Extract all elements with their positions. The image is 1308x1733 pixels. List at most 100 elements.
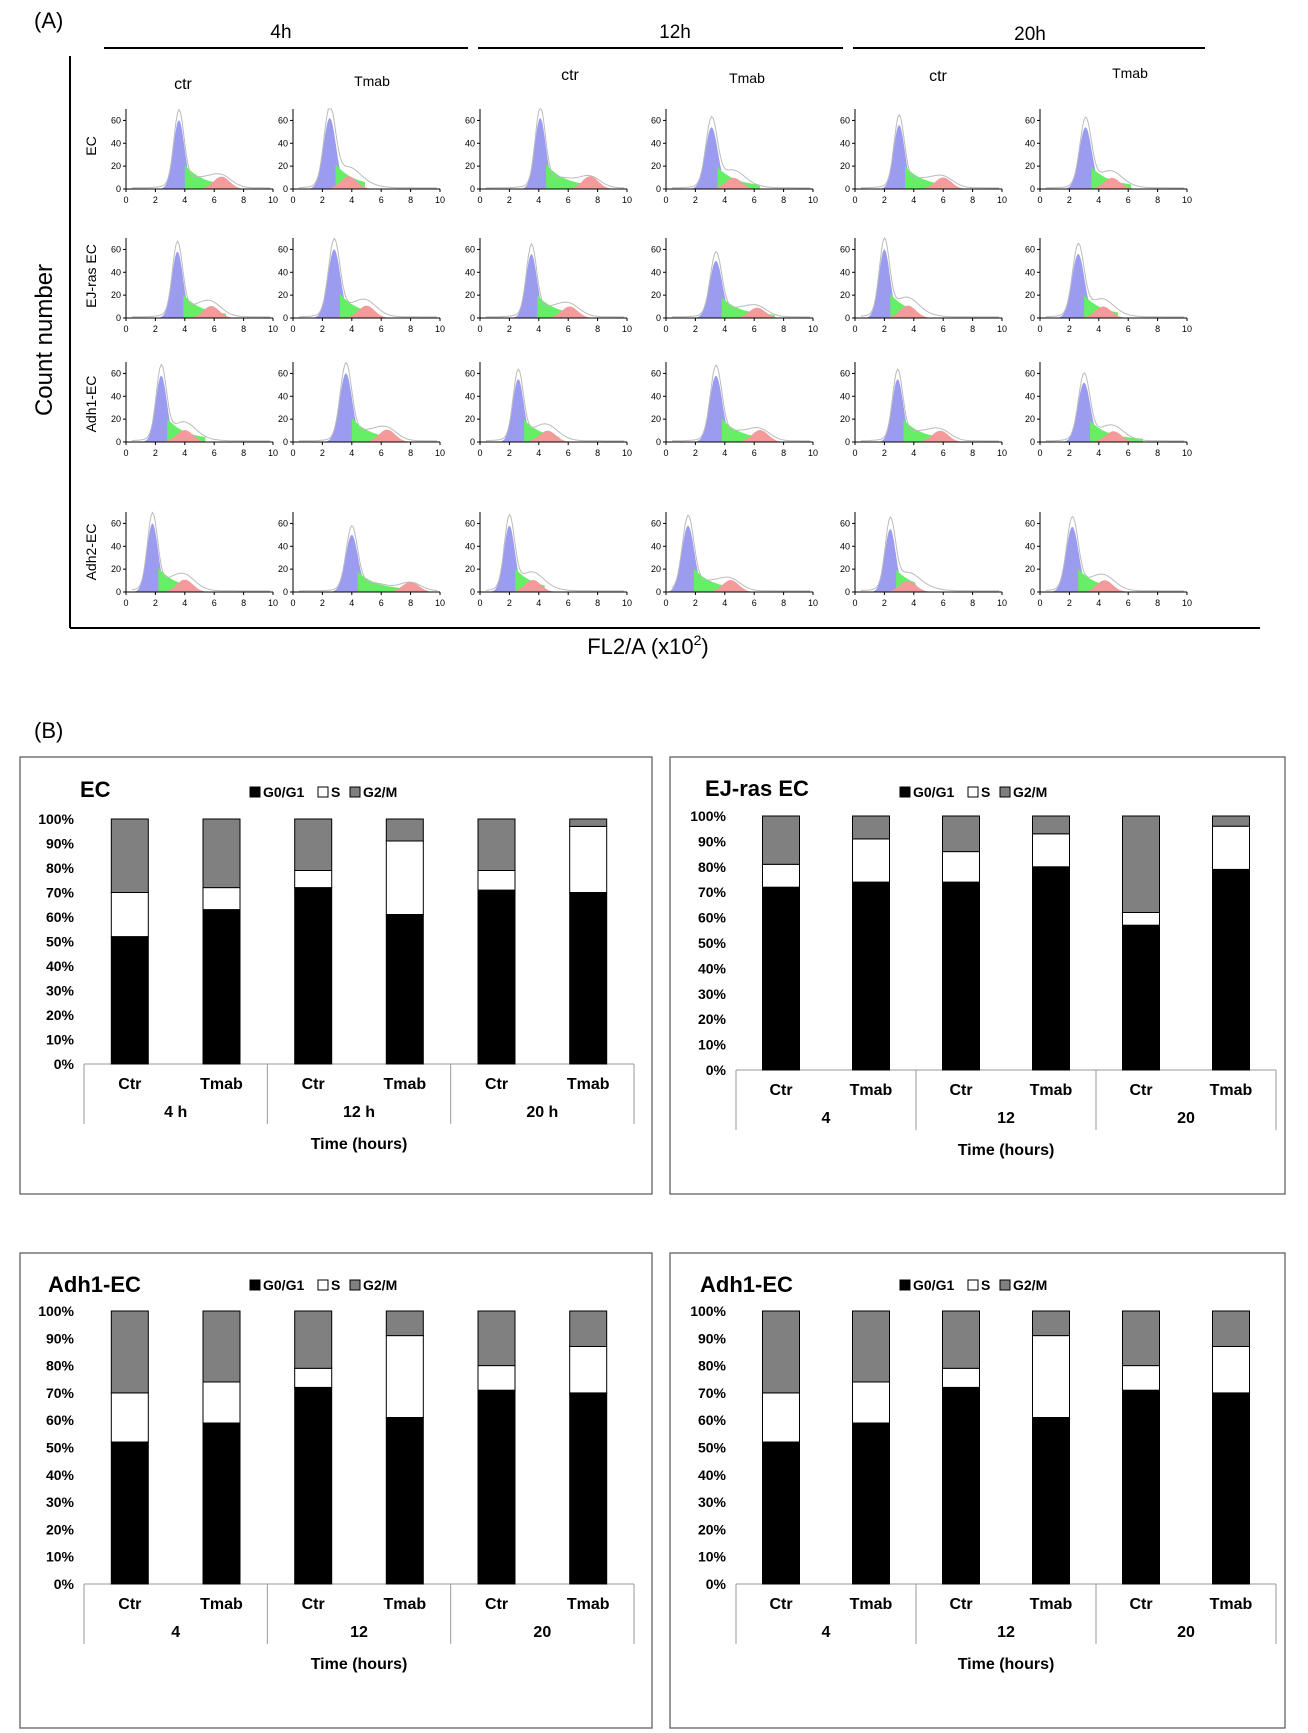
legend-swatch-1 bbox=[967, 1279, 979, 1291]
x-tick-label: 0 bbox=[663, 195, 668, 205]
y-tick-label: 40 bbox=[111, 138, 121, 148]
y-tick-label: 0 bbox=[283, 587, 288, 597]
y-tick-label: 60 bbox=[111, 115, 121, 125]
x-tick-label: 8 bbox=[408, 598, 413, 608]
raw-trace bbox=[131, 240, 271, 318]
bar-stack-5 bbox=[1122, 815, 1160, 1071]
x-tick-label: 2 bbox=[882, 324, 887, 334]
g1-peak bbox=[510, 254, 545, 318]
bar-segment-s bbox=[294, 1367, 333, 1388]
condition-label-12h-ctr: ctr bbox=[561, 67, 579, 84]
bar-stack-6 bbox=[569, 818, 608, 1065]
x-tick-label: 6 bbox=[566, 195, 571, 205]
y-tick-label: 80% bbox=[46, 1358, 75, 1374]
histogram-r4-c5: 0 2 4 6 8 10 0 20 40 60 bbox=[840, 512, 1007, 608]
histogram-r3-c1: 0 2 4 6 8 10 0 20 40 60 bbox=[111, 362, 278, 458]
x-tick-label: 4 bbox=[349, 598, 354, 608]
bar-segment-g0g1 bbox=[110, 1441, 149, 1585]
bar-segment-g2m bbox=[385, 818, 424, 842]
y-tick-label: 0 bbox=[283, 437, 288, 447]
y-tick-label: 60 bbox=[278, 368, 288, 378]
x-tick-label: 8 bbox=[970, 598, 975, 608]
x-tick-label: 2 bbox=[320, 324, 325, 334]
x-tick-label: 8 bbox=[408, 324, 413, 334]
bar-segment-g2m bbox=[385, 1310, 424, 1337]
bar-stack-5 bbox=[477, 1310, 516, 1585]
y-tick-label: 60% bbox=[698, 910, 727, 926]
y-tick-label: 0 bbox=[116, 437, 121, 447]
x-tick-label: 2 bbox=[507, 448, 512, 458]
x-category-label: Ctr bbox=[118, 1076, 141, 1093]
y-tick-label: 20% bbox=[46, 1007, 75, 1023]
x-category-label: Ctr bbox=[485, 1596, 508, 1613]
x-tick-label: 4 bbox=[1096, 195, 1101, 205]
y-tick-label: 0 bbox=[116, 587, 121, 597]
y-tick-label: 90% bbox=[46, 836, 75, 852]
x-tick-label: 4 bbox=[1096, 598, 1101, 608]
y-tick-label: 40% bbox=[46, 958, 75, 974]
g1-peak bbox=[131, 523, 166, 592]
x-tick-label: 10 bbox=[1182, 195, 1192, 205]
x-tick-label: 0 bbox=[663, 448, 668, 458]
y-tick-label: 70% bbox=[46, 1385, 75, 1401]
x-tick-label: 10 bbox=[435, 598, 445, 608]
bar-segment-s bbox=[569, 825, 608, 894]
g1-peak bbox=[140, 375, 175, 442]
y-tick-label: 0 bbox=[116, 184, 121, 194]
y-tick-label: 40% bbox=[698, 960, 727, 976]
bar-segment-g0g1 bbox=[852, 1422, 890, 1585]
bar-stack-2 bbox=[202, 818, 241, 1065]
raw-trace bbox=[131, 511, 271, 592]
bar-stack-1 bbox=[110, 1310, 149, 1585]
x-tick-label: 0 bbox=[123, 324, 128, 334]
y-tick-label: 0 bbox=[283, 184, 288, 194]
x-tick-label: 6 bbox=[379, 598, 384, 608]
y-tick-label: 30% bbox=[698, 1494, 727, 1510]
x-group-label: 12 bbox=[350, 1624, 368, 1641]
x-tick-label: 8 bbox=[781, 324, 786, 334]
y-tick-label: 20 bbox=[465, 414, 475, 424]
x-tick-label: 4 bbox=[182, 195, 187, 205]
y-tick-label: 100% bbox=[690, 1303, 726, 1319]
y-tick-label: 40 bbox=[111, 541, 121, 551]
bar-segment-g2m bbox=[110, 818, 149, 893]
g1-peak bbox=[695, 260, 730, 318]
condition-label-12h-tmab: Tmab bbox=[729, 70, 765, 86]
x-tick-label: 8 bbox=[970, 195, 975, 205]
x-tick-label: 2 bbox=[507, 324, 512, 334]
x-tick-label: 0 bbox=[477, 195, 482, 205]
bar-chart-2: EJ-ras EC G0/G1 S G2/M 0% 10% 20% 30% 40% 50% 60% 7… bbox=[669, 756, 1286, 1195]
x-category-label: Ctr bbox=[302, 1596, 325, 1613]
y-tick-label: 0% bbox=[706, 1576, 727, 1592]
x-tick-label: 2 bbox=[153, 448, 158, 458]
x-tick-label: 2 bbox=[1067, 195, 1072, 205]
row-label-ejras-ec: EJ-ras EC bbox=[83, 244, 99, 308]
legend-label-0: G0/G1 bbox=[263, 784, 304, 800]
x-tick-label: 2 bbox=[320, 448, 325, 458]
bar-stack-3 bbox=[942, 1310, 980, 1585]
x-axis-title: Time (hours) bbox=[958, 1656, 1055, 1673]
x-category-label: Ctr bbox=[949, 1082, 972, 1099]
x-tick-label: 6 bbox=[752, 324, 757, 334]
y-tick-label: 10% bbox=[698, 1549, 727, 1565]
raw-trace bbox=[860, 368, 1000, 442]
bar-segment-g2m bbox=[942, 1310, 980, 1369]
raw-trace bbox=[1045, 515, 1185, 592]
panel-a-label: (A) bbox=[34, 8, 63, 33]
x-tick-label: 8 bbox=[595, 448, 600, 458]
chart-title: EJ-ras EC bbox=[705, 776, 809, 801]
g2m-peak bbox=[328, 176, 370, 189]
bar-segment-g2m bbox=[110, 1310, 149, 1394]
x-tick-label: 2 bbox=[153, 598, 158, 608]
x-category-label: Tmab bbox=[1030, 1082, 1073, 1099]
x-tick-label: 8 bbox=[241, 324, 246, 334]
histogram-r1-c4: 0 2 4 6 8 10 0 20 40 60 bbox=[651, 109, 818, 205]
y-tick-label: 0 bbox=[470, 313, 475, 323]
bar-segment-s bbox=[202, 1381, 241, 1424]
raw-trace bbox=[485, 367, 625, 442]
x-category-label: Tmab bbox=[850, 1596, 893, 1613]
raw-trace bbox=[1045, 242, 1185, 318]
y-tick-label: 60 bbox=[840, 518, 850, 528]
y-tick-label: 0 bbox=[1030, 437, 1035, 447]
bar-segment-g0g1 bbox=[1122, 924, 1160, 1071]
